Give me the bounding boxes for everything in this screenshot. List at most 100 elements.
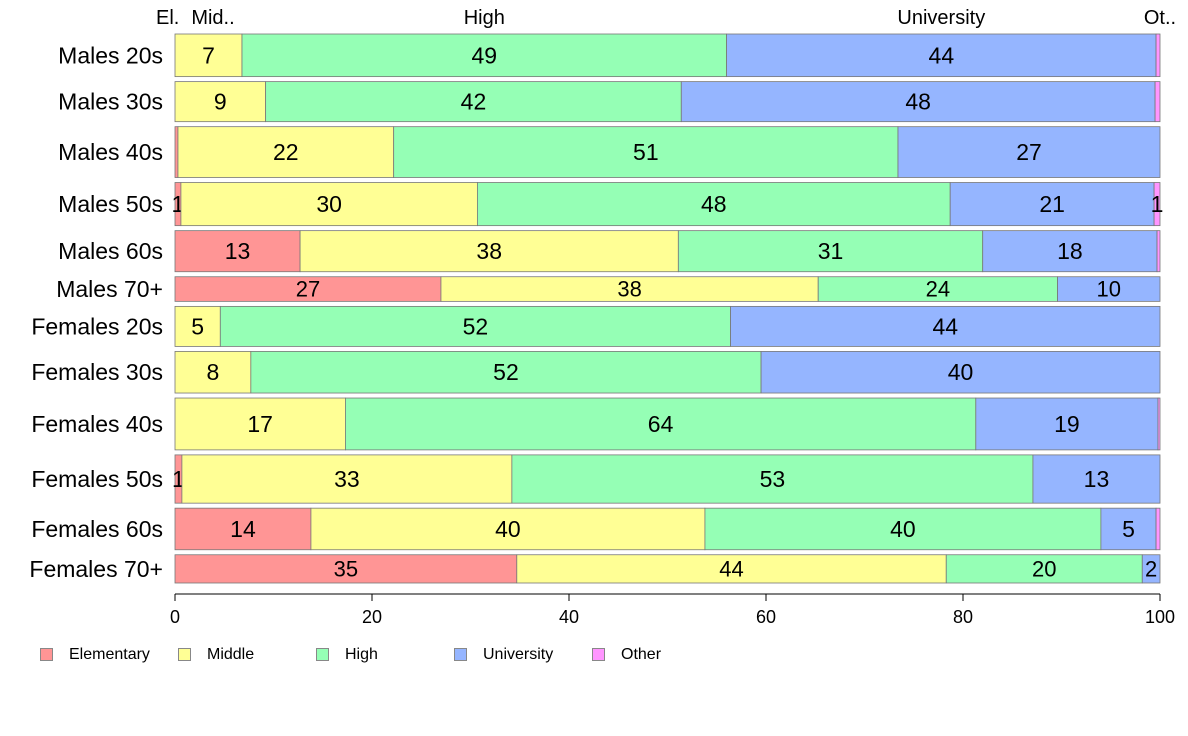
- bar-females-70-middle: [516, 554, 947, 584]
- bar-males-20s-other: [1155, 33, 1161, 78]
- bar-label-males-60s-university: 18: [1057, 238, 1083, 264]
- bar-label-females-50s-middle: 33: [334, 466, 360, 492]
- bar-label-males-50s-high: 48: [701, 191, 727, 217]
- top-label-ot: Ot..: [1144, 7, 1176, 29]
- legend-label-high: High: [345, 646, 378, 663]
- x-tick-label-20: 20: [362, 607, 382, 627]
- bar-males-40s-elementary: [174, 126, 179, 178]
- bar-label-males-60s-high: 31: [818, 238, 844, 264]
- bar-males-30s-university: [680, 81, 1156, 123]
- bar-label-males-40s-middle: 22: [273, 139, 299, 165]
- bar-females-20s-university: [730, 305, 1161, 347]
- bar-label-females-70-middle: 44: [719, 556, 743, 581]
- bar-label-females-50s-university: 13: [1084, 466, 1110, 492]
- bar-label-males-20s-university: 44: [929, 42, 955, 68]
- bar-females-20s-middle: [174, 305, 221, 347]
- bar-females-40s-university: [975, 397, 1159, 451]
- bar-males-30s-middle: [174, 81, 267, 123]
- bar-females-70-high: [945, 554, 1143, 584]
- bar-females-40s-middle: [174, 397, 346, 451]
- bar-label-males-60s-middle: 38: [476, 238, 502, 264]
- bar-females-30s-middle: [174, 351, 252, 394]
- legend-swatch-elementary: [40, 648, 53, 661]
- bar-label-males-60s-elementary: 13: [225, 238, 251, 264]
- legend-label-elementary: Elementary: [69, 646, 150, 663]
- legend-label-university: University: [483, 646, 554, 663]
- row-label-females-60s: Females 60s: [31, 516, 163, 542]
- bar-males-40s-university: [897, 126, 1161, 178]
- bar-label-males-50s-university: 21: [1039, 191, 1065, 217]
- row-label-males-60s: Males 60s: [58, 238, 163, 264]
- bar-females-50s-middle: [181, 454, 513, 504]
- bar-males-30s-high: [265, 81, 682, 123]
- legend-swatch-middle: [178, 648, 191, 661]
- bar-females-40s-other: [1157, 397, 1161, 451]
- bar-label-females-30s-middle: 8: [207, 359, 220, 385]
- bar-label-females-50s-high: 53: [760, 466, 786, 492]
- bar-females-60s-other: [1155, 507, 1161, 551]
- bar-label-females-60s-high: 40: [890, 516, 916, 542]
- bar-label-males-50s-middle: 30: [316, 191, 342, 217]
- bar-label-females-20s-high: 52: [463, 313, 489, 339]
- bar-label-males-30s-high: 42: [461, 89, 487, 115]
- row-label-females-70: Females 70+: [29, 556, 163, 582]
- bar-males-60s-middle: [299, 230, 679, 273]
- x-tick-label-100: 100: [1145, 607, 1175, 627]
- bar-label-females-40s-high: 64: [648, 411, 674, 437]
- bar-males-50s-middle: [180, 182, 478, 227]
- bar-males-60s-university: [982, 230, 1158, 273]
- bar-label-males-70-middle: 38: [617, 277, 641, 302]
- row-label-males-50s: Males 50s: [58, 191, 163, 217]
- bar-females-60s-middle: [310, 507, 706, 551]
- bar-females-50s-university: [1032, 454, 1161, 504]
- top-label-mid: Mid..: [191, 7, 234, 29]
- bar-males-30s-other: [1154, 81, 1161, 123]
- bar-females-70-university: [1141, 554, 1161, 584]
- bar-females-60s-elementary: [174, 507, 312, 551]
- bar-males-70-university: [1057, 276, 1161, 302]
- bar-label-females-70-university: 2: [1145, 556, 1157, 581]
- bar-females-60s-university: [1100, 507, 1157, 551]
- bar-males-70-elementary: [174, 276, 442, 302]
- bar-males-20s-middle: [174, 33, 243, 78]
- bar-females-40s-high: [345, 397, 977, 451]
- bar-males-60s-other: [1156, 230, 1161, 273]
- row-label-females-30s: Females 30s: [31, 359, 163, 385]
- bar-females-60s-high: [704, 507, 1102, 551]
- bar-females-50s-high: [511, 454, 1034, 504]
- bar-label-females-60s-middle: 40: [495, 516, 521, 542]
- bar-males-50s-other: [1153, 182, 1161, 227]
- bar-males-50s-high: [476, 182, 951, 227]
- top-labels: El. Mid.. High University Ot..: [156, 7, 1176, 29]
- x-tick-label-60: 60: [756, 607, 776, 627]
- bar-label-females-20s-university: 44: [932, 313, 958, 339]
- row-label-males-30s: Males 30s: [58, 89, 163, 115]
- legend-label-other: Other: [621, 646, 662, 663]
- top-label-el: El.: [156, 7, 179, 29]
- bar-label-females-60s-elementary: 14: [230, 516, 256, 542]
- bar-label-males-70-university: 10: [1097, 277, 1121, 302]
- row-labels: Males 20s Males 30s Males 40s Males 50s Male…: [29, 42, 163, 582]
- bar-males-70-high: [817, 276, 1058, 302]
- bar-label-females-20s-middle: 5: [191, 313, 204, 339]
- bar-males-60s-elementary: [174, 230, 301, 273]
- bar-label-females-30s-high: 52: [493, 359, 519, 385]
- bar-label-females-40s-university: 19: [1054, 411, 1080, 437]
- bar-label-males-20s-high: 49: [471, 42, 497, 68]
- top-label-university: University: [897, 7, 985, 29]
- top-label-high: High: [464, 7, 505, 29]
- bar-label-males-50s-other: 1: [1151, 191, 1164, 217]
- legend-swatch-other: [592, 648, 605, 661]
- bar-label-females-40s-middle: 17: [247, 411, 273, 437]
- bar-females-30s-university: [760, 351, 1161, 394]
- row-label-females-40s: Females 40s: [31, 411, 163, 437]
- bar-males-40s-middle: [177, 126, 395, 178]
- bar-label-females-70-elementary: 35: [334, 556, 358, 581]
- x-tick-label-0: 0: [170, 607, 180, 627]
- bar-males-60s-high: [677, 230, 984, 273]
- bar-label-males-40s-high: 51: [633, 139, 659, 165]
- row-label-females-20s: Females 20s: [31, 313, 163, 339]
- bar-label-females-60s-university: 5: [1122, 516, 1135, 542]
